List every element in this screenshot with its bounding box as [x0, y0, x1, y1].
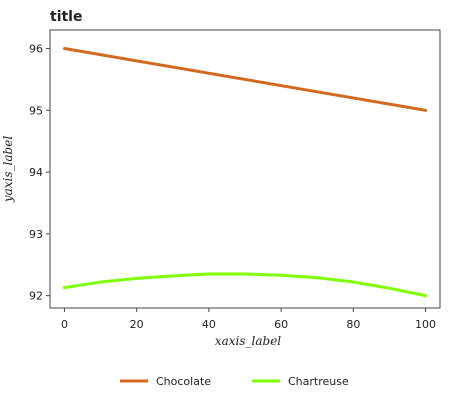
y-axis: 92 93 94 95 96: [29, 43, 50, 303]
x-tick-label: 80: [346, 318, 360, 331]
series-line-chocolate: [62, 47, 428, 112]
x-tick-label: 0: [61, 318, 68, 331]
series-line-chartreuse: [62, 272, 428, 298]
x-tick-label: 60: [274, 318, 288, 331]
legend: Chocolate Chartreuse: [120, 375, 349, 388]
x-axis-label: xaxis_label: [215, 334, 281, 348]
x-axis: 0 20 40 60 80 100: [61, 308, 436, 331]
x-tick-label: 100: [415, 318, 436, 331]
y-tick-label: 93: [29, 228, 43, 241]
series-layer: [62, 47, 428, 298]
legend-label-chartreuse: Chartreuse: [288, 375, 349, 388]
x-tick-label: 20: [130, 318, 144, 331]
legend-label-chocolate: Chocolate: [156, 375, 211, 388]
x-tick-label: 40: [202, 318, 216, 331]
plot-area: [49, 29, 441, 309]
y-axis-label: yaxis_label: [1, 136, 15, 203]
y-tick-label: 92: [29, 290, 43, 303]
y-tick-label: 96: [29, 43, 43, 56]
chart-title: title: [50, 9, 82, 25]
y-tick-label: 94: [29, 166, 43, 179]
y-tick-label: 95: [29, 104, 43, 117]
